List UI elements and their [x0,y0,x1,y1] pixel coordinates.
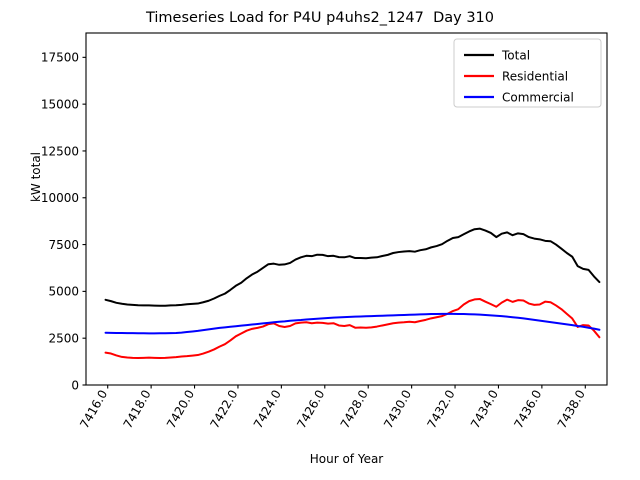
y-tick-label: 15000 [41,97,79,111]
x-tick-label: 7422.0 [207,388,240,431]
y-tick-label: 10000 [41,191,79,205]
y-tick-label: 0 [71,378,79,392]
x-axis-label: Hour of Year [86,452,607,466]
x-tick-label: 7424.0 [251,388,284,431]
x-tick-label: 7432.0 [425,388,458,431]
x-tick-label: 7420.0 [164,388,197,431]
series-line-commercial [104,312,601,335]
series-line-total [104,227,601,307]
y-tick-label: 12500 [41,144,79,158]
x-tick-label: 7430.0 [381,388,414,431]
x-tick-label: 7434.0 [468,388,501,431]
plot-frame [85,32,608,386]
y-tick-label: 7500 [48,238,79,252]
legend-label-residential: Residential [502,70,568,84]
series-line-residential [104,298,601,360]
legend-label-commercial: Commercial [502,91,574,105]
x-tick-label: 7416.0 [77,388,110,431]
legend-label-total: Total [501,49,530,63]
x-tick-label: 7426.0 [294,388,327,431]
x-tick-label: 7436.0 [511,388,544,431]
x-axis-label-text: Hour of Year [309,452,384,466]
x-tick-label: 7438.0 [555,388,588,431]
y-tick-label: 2500 [48,331,79,345]
y-tick-label: 5000 [48,285,79,299]
chart-title: Timeseries Load for P4U p4uhs2_1247 Day … [145,10,495,26]
y-tick-label: 17500 [41,51,79,65]
x-tick-label: 7428.0 [338,388,371,431]
x-tick-label: 7418.0 [121,388,154,431]
